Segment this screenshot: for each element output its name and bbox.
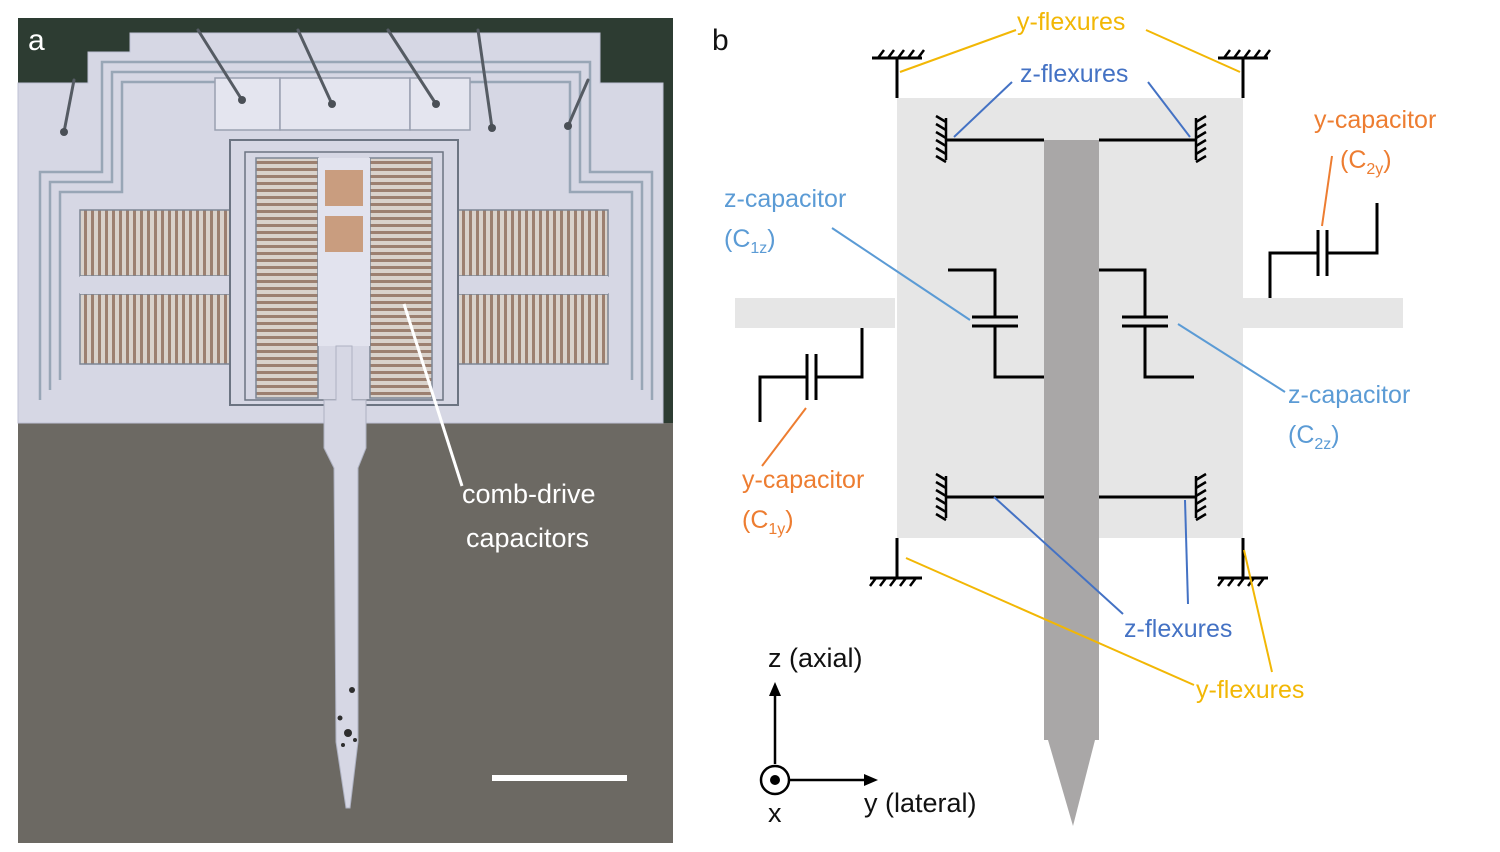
schematic-panel: b [712, 8, 1436, 828]
contact-pads [214, 77, 471, 131]
lateral-comb-arrays [79, 209, 609, 365]
right-stationary-rail [1243, 298, 1403, 328]
pad-upper [325, 170, 363, 206]
pad-lower [325, 216, 363, 252]
left-stationary-rail [735, 298, 895, 328]
annotation-leader [402, 303, 464, 487]
z-capacitor-label-left: z-capacitor [724, 185, 846, 213]
y-flexures [869, 49, 1271, 587]
y-flexures-label-bottom: y-flexures [1196, 676, 1304, 704]
axis-z-arrowhead [769, 682, 781, 696]
micrograph-panel: comb-drive capacitors a [17, 18, 673, 843]
y-capacitor-symbol-left: (C1y) [742, 506, 794, 538]
axis-y-arrowhead [864, 774, 878, 786]
y-capacitor-label-left: y-capacitor [742, 466, 864, 494]
y-capacitor-symbol-right: (C2y) [1340, 146, 1392, 178]
axial-comb-arrays [255, 157, 433, 399]
z-capacitor-symbol-right: (C2z) [1288, 421, 1340, 453]
z-capacitor-symbol-left: (C1z) [724, 225, 776, 257]
coordinate-axes [759, 692, 868, 796]
probe-wires [62, 28, 590, 134]
axis-x-label: x [768, 798, 782, 828]
probe-shaft [323, 345, 367, 809]
probe-tips [60, 96, 572, 136]
z-capacitor-label-right: z-capacitor [1288, 381, 1410, 409]
leader-lines [761, 29, 1333, 686]
y-capacitor-symbols [758, 203, 1379, 422]
z-flexure-anchors [935, 114, 1207, 522]
panel-letter-b: b [712, 24, 729, 57]
probe-body [1044, 140, 1099, 740]
z-capacitor-symbols [948, 268, 1194, 379]
debris [337, 687, 357, 747]
scale-bar [492, 775, 627, 781]
z-flexures-label-top: z-flexures [1020, 60, 1128, 88]
axis-z-label: z (axial) [768, 643, 863, 673]
y-flexures-label-top: y-flexures [1017, 8, 1125, 36]
comb-drive-label-line1: comb-drive [462, 479, 596, 509]
comb-drive-label-line2: capacitors [466, 523, 589, 553]
y-capacitor-label-right: y-capacitor [1314, 106, 1436, 134]
probe-tip [1048, 740, 1095, 826]
z-flexures-label-bottom: z-flexures [1124, 615, 1232, 643]
axis-y-label: y (lateral) [864, 788, 977, 818]
panel-letter-a: a [28, 24, 45, 57]
axis-x-dot [770, 775, 780, 785]
